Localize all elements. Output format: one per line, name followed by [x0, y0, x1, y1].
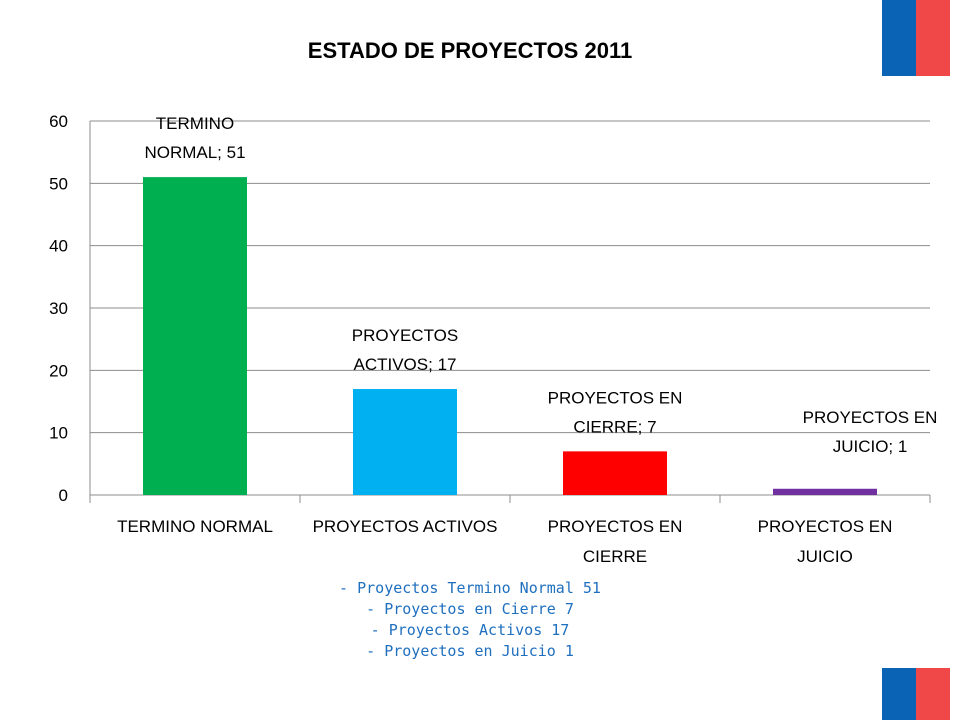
x-category-label: PROYECTOS EN	[758, 517, 893, 536]
note-line: - Proyectos en Juicio 1	[366, 642, 574, 660]
y-tick-label: 30	[49, 299, 68, 318]
flag-logo-top	[882, 0, 950, 76]
bar	[353, 389, 457, 495]
y-tick-label: 50	[49, 174, 68, 193]
bar	[773, 488, 877, 495]
flag-logo-bottom	[882, 668, 950, 720]
y-tick-label: 20	[49, 361, 68, 380]
y-tick-label: 10	[49, 424, 68, 443]
flag-red-band	[916, 0, 950, 76]
x-category-label: TERMINO NORMAL	[117, 517, 273, 536]
y-tick-label: 40	[49, 237, 68, 256]
data-label: PROYECTOS EN	[803, 408, 938, 427]
y-tick-label: 0	[59, 486, 68, 505]
x-category-label: PROYECTOS EN	[548, 517, 683, 536]
data-label: PROYECTOS	[352, 326, 458, 345]
data-label: CIERRE; 7	[573, 417, 656, 436]
bar-chart: 0 10 20 30 40 50 60 TERMINO NORMAL; 51 TERMINO NO…	[49, 112, 938, 566]
data-label: PROYECTOS EN	[548, 388, 683, 407]
bar	[143, 177, 247, 495]
data-label: TERMINO	[156, 114, 234, 133]
data-label: ACTIVOS; 17	[354, 355, 457, 374]
notes-list: - Proyectos Termino Normal 51 - Proyecto…	[270, 578, 670, 662]
data-label: NORMAL; 51	[144, 143, 245, 162]
x-category-label: JUICIO	[797, 547, 853, 566]
flag-red-band	[916, 668, 950, 720]
bar	[563, 451, 667, 495]
x-category-label: PROYECTOS ACTIVOS	[313, 517, 498, 536]
x-category-label: CIERRE	[583, 547, 647, 566]
flag-blue-band	[882, 0, 916, 76]
note-line: - Proyectos en Cierre 7	[366, 600, 574, 618]
chart-title: ESTADO DE PROYECTOS 2011	[307, 38, 633, 63]
flag-blue-band	[882, 668, 916, 720]
y-tick-label: 60	[49, 112, 68, 131]
note-line: - Proyectos Activos 17	[370, 621, 570, 639]
data-label: JUICIO; 1	[833, 437, 908, 456]
note-line: - Proyectos Termino Normal 51	[339, 579, 601, 597]
